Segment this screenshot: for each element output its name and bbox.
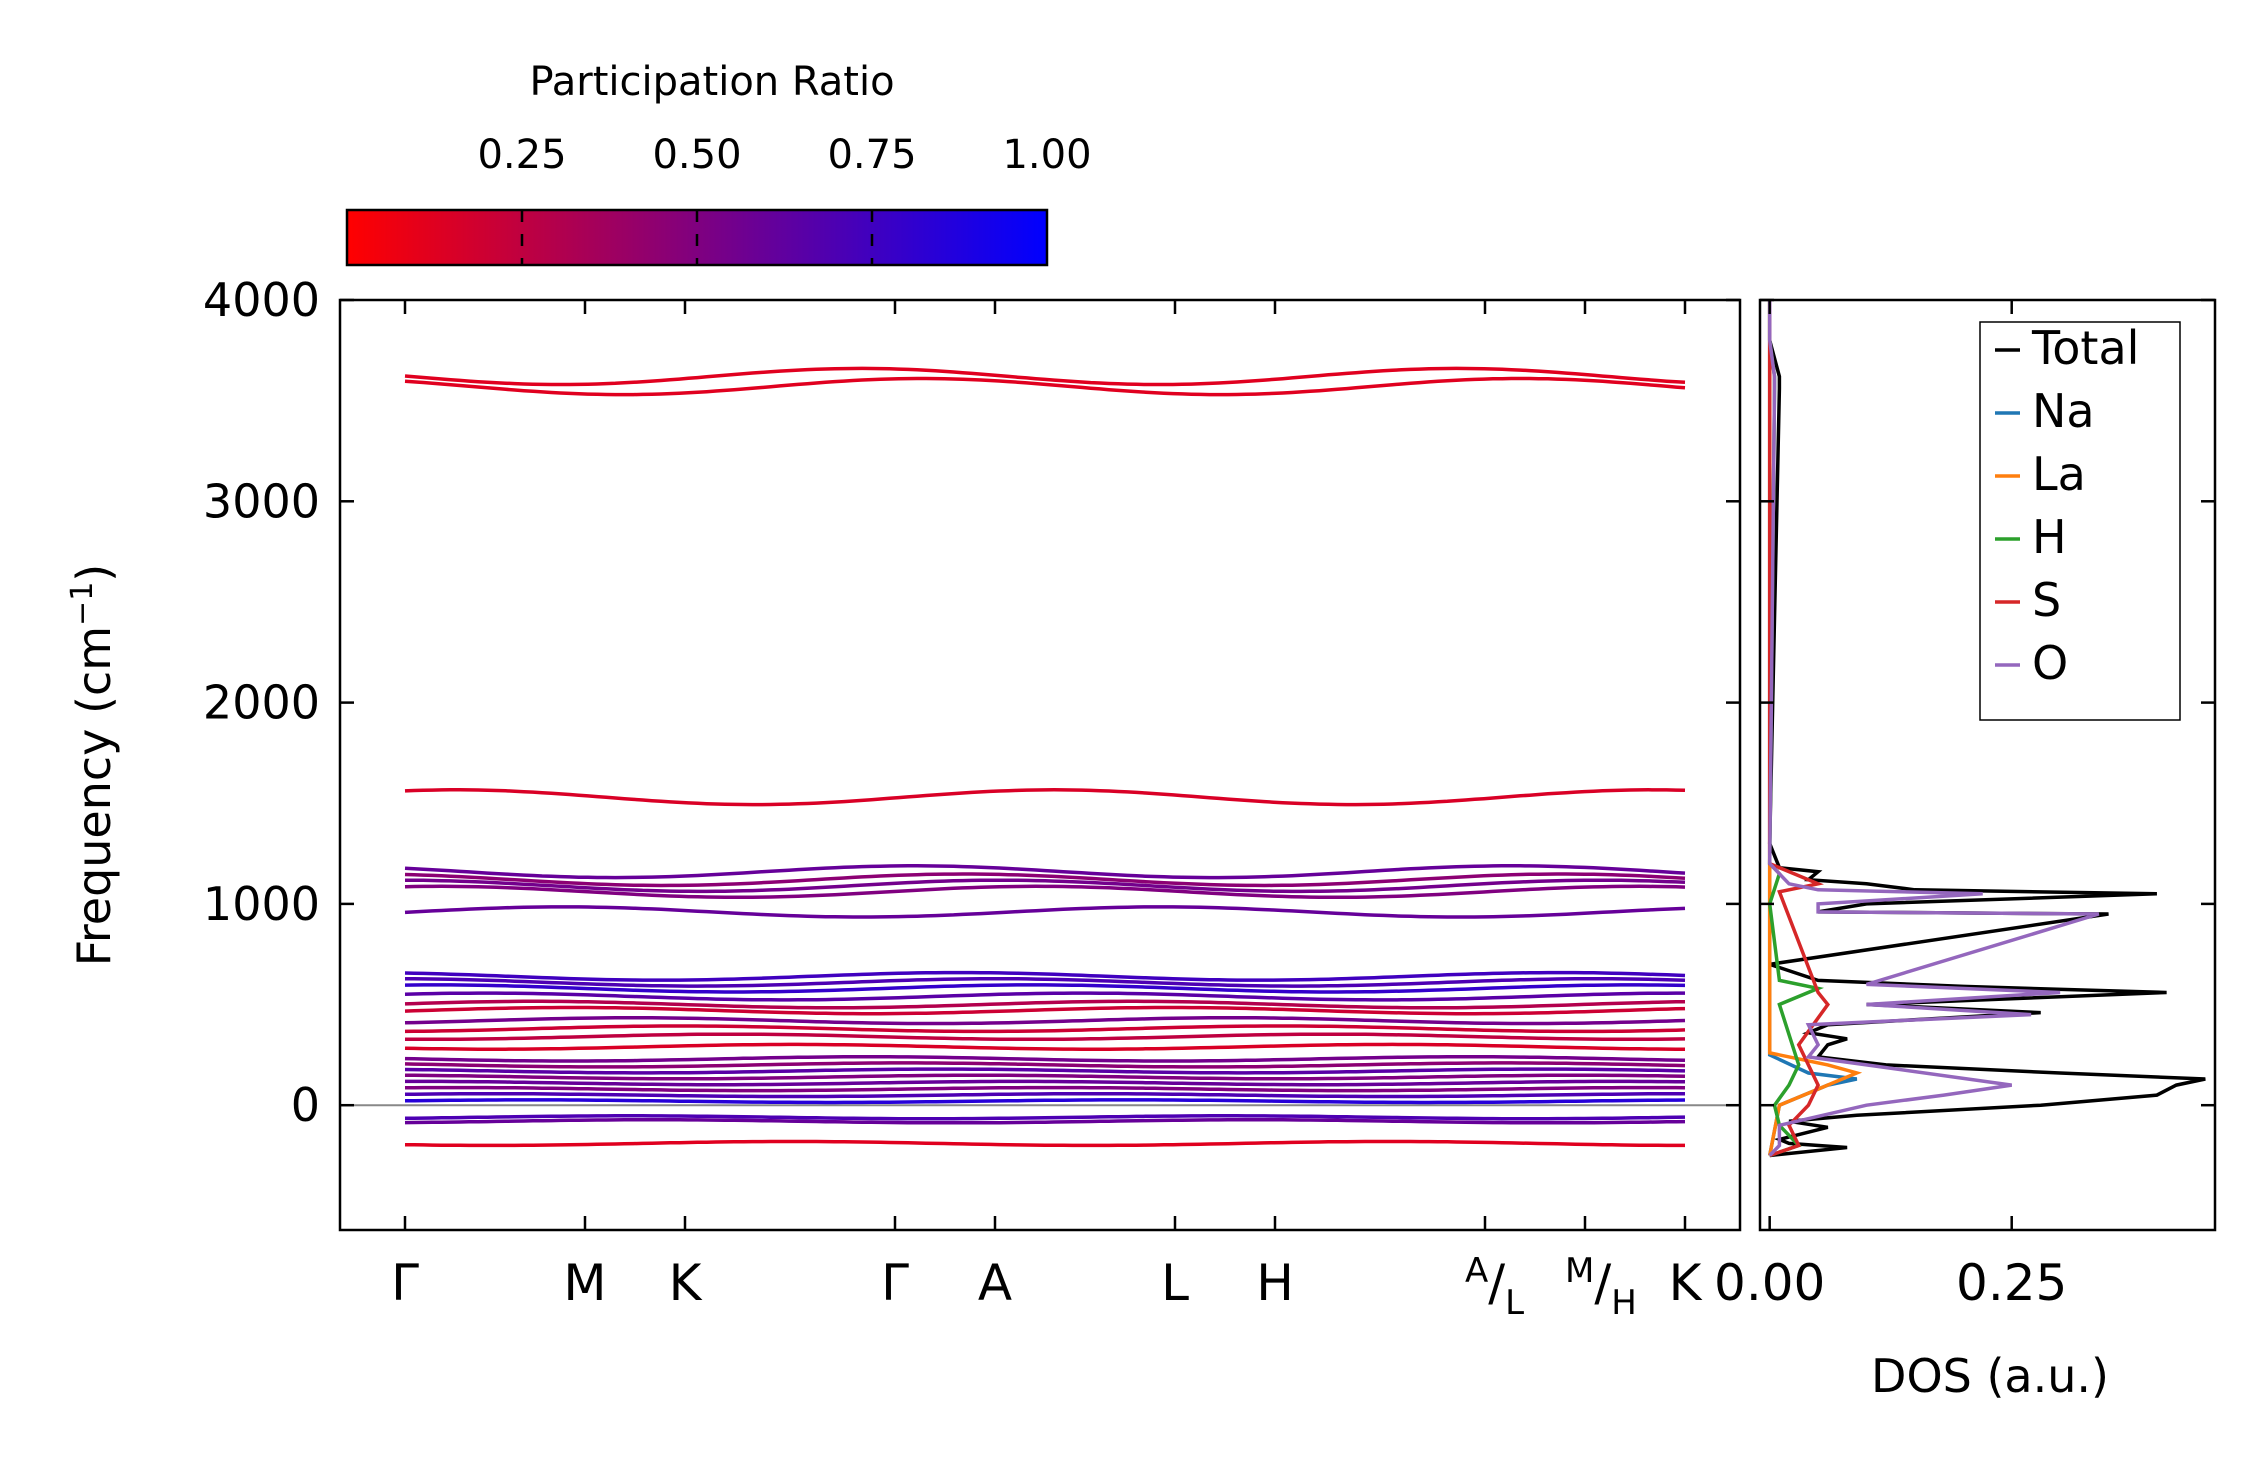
colorbar-title: Participation Ratio — [529, 59, 894, 105]
dos-panel: 0.00 0.25 DOS (a.u.) Total Na La HSO — [1714, 298, 2217, 1403]
dos-x-tick-label: 0.00 — [1714, 1254, 1825, 1312]
phonon-band — [404, 991, 1685, 1002]
band-axes-frame — [338, 298, 1742, 1232]
dos-series-la — [1767, 300, 1863, 1156]
high-symmetry-label: Γ — [391, 1254, 419, 1312]
phonon-band — [404, 1098, 1686, 1105]
phonon-band — [404, 905, 1686, 919]
split-label-top: M — [1565, 1251, 1594, 1291]
y-axis-label-end: ) — [67, 564, 121, 582]
legend-label-na: Na — [2032, 384, 2095, 438]
phonon-band — [405, 1073, 1686, 1081]
split-symmetry-label: M/H — [1565, 1251, 1637, 1323]
phonon-band — [404, 999, 1686, 1010]
split-symmetry-label: A/L — [1465, 1251, 1524, 1323]
high-symmetry-label: M — [563, 1254, 606, 1312]
high-symmetry-label: L — [1161, 1254, 1189, 1312]
y-axis-label-main: Frequency (cm — [67, 626, 121, 966]
colorbar-ticks: 0.25 0.50 0.75 1.00 — [477, 132, 1092, 265]
phonon-band — [404, 1067, 1686, 1075]
y-tick-label: 1000 — [203, 877, 320, 931]
legend-label-h: H — [2032, 510, 2067, 564]
legend-label-s: S — [2032, 573, 2061, 627]
legend-label-la: La — [2032, 447, 2086, 501]
dos-legend: Total Na La HSO — [1979, 321, 2181, 721]
phonon-band — [404, 1016, 1686, 1026]
phonon-band — [404, 1042, 1685, 1051]
dos-axes-frame — [1758, 298, 2217, 1232]
phonon-band — [404, 1091, 1685, 1099]
colorbar: Participation Ratio 0.25 0.50 0.75 1.00 — [345, 59, 1092, 267]
colorbar-tick-label: 0.50 — [652, 132, 741, 178]
high-symmetry-label: K — [669, 1254, 703, 1312]
high-symmetry-label: K — [1669, 1254, 1703, 1312]
dos-series-o — [1767, 300, 2100, 1157]
legend-label-o: O — [2032, 636, 2068, 690]
y-tick-label: 3000 — [203, 474, 320, 528]
y-tick-label: 0 — [291, 1078, 320, 1132]
phonon-band — [404, 1114, 1686, 1121]
phonon-band — [404, 1032, 1686, 1042]
legend-label-total: Total — [2031, 321, 2139, 375]
dos-lines — [1767, 300, 2206, 1158]
phonon-band — [404, 788, 1686, 807]
y-tick-label: 4000 — [203, 273, 320, 327]
dos-x-axis-label: DOS (a.u.) — [1871, 1349, 2109, 1403]
split-label-slash: / — [1594, 1254, 1611, 1312]
phonon-band — [404, 976, 1686, 988]
phonon-band — [404, 872, 1686, 888]
phonon-band — [404, 1118, 1686, 1125]
split-label-top: A — [1465, 1251, 1488, 1291]
phonon-band — [404, 864, 1686, 880]
split-label-slash: / — [1488, 1254, 1505, 1312]
high-symmetry-label: A — [978, 1254, 1012, 1312]
y-axis-label: Frequency (cm−1) — [65, 564, 121, 967]
phonon-band — [404, 376, 1686, 397]
colorbar-tick-label: 0.25 — [477, 132, 566, 178]
phonon-band — [404, 1005, 1686, 1016]
y-axis-label-sup: −1 — [65, 582, 100, 626]
phonon-band — [404, 1055, 1686, 1063]
phonon-band — [404, 1139, 1685, 1148]
phonon-band — [404, 884, 1686, 900]
colorbar-tick-label: 1.00 — [1002, 132, 1091, 178]
split-label-bottom: H — [1611, 1283, 1637, 1323]
phonon-band — [404, 1061, 1686, 1069]
phonon-band — [404, 970, 1686, 982]
high-symmetry-label: H — [1256, 1254, 1294, 1312]
dos-axis-ticks: 0.00 0.25 — [1714, 298, 2215, 1312]
band-lines — [340, 366, 1740, 1148]
dos-x-tick-label: 0.25 — [1956, 1254, 2067, 1312]
phonon-band — [405, 1079, 1686, 1087]
split-label-bottom: L — [1505, 1283, 1524, 1323]
y-tick-label: 2000 — [203, 676, 320, 730]
phonon-band — [404, 1024, 1686, 1034]
phonon-band — [404, 1085, 1686, 1093]
colorbar-tick-label: 0.75 — [827, 132, 916, 178]
phonon-band — [405, 878, 1686, 894]
legend-box — [1979, 321, 2181, 721]
high-symmetry-label: Γ — [881, 1254, 909, 1312]
phonon-band — [404, 366, 1686, 387]
phonon-band — [404, 983, 1686, 994]
